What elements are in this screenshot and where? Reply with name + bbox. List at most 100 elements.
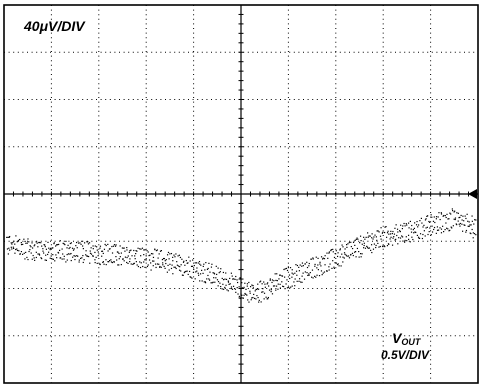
trace-point: [8, 247, 10, 249]
trace-point: [210, 282, 212, 284]
trace-point: [200, 264, 202, 266]
trace-point: [236, 281, 239, 284]
trace-point: [178, 269, 181, 271]
trace-point: [144, 249, 146, 251]
trace-point: [126, 249, 128, 251]
trace-point: [133, 262, 135, 264]
trace-point: [354, 244, 356, 246]
trace-point: [201, 280, 203, 282]
trace-point: [227, 281, 230, 283]
trace-point: [427, 215, 429, 217]
trace-point: [281, 285, 284, 287]
trace-point: [253, 297, 256, 300]
trace-point: [51, 247, 53, 249]
trace-point: [49, 249, 51, 251]
trace-point: [459, 216, 461, 218]
trace-point: [413, 227, 415, 229]
trace-point: [432, 220, 435, 222]
trace-point: [271, 281, 273, 284]
trace-point: [256, 288, 258, 291]
trace-point: [334, 262, 336, 264]
trace-point: [367, 247, 369, 249]
trace-point: [209, 271, 211, 273]
trace-point: [356, 237, 358, 239]
trace-point: [357, 238, 359, 240]
trace-point: [139, 261, 141, 263]
trace-point: [458, 217, 460, 219]
trace-point: [440, 212, 442, 214]
trace-point: [355, 238, 357, 240]
trace-point: [44, 246, 46, 248]
trace-point: [96, 262, 98, 264]
trace-point: [388, 243, 390, 245]
trace-point: [23, 252, 25, 254]
trace-point: [140, 248, 142, 250]
trace-point: [419, 220, 421, 222]
trace-point: [447, 228, 449, 230]
trace-point: [37, 253, 39, 255]
trace-point: [475, 219, 477, 221]
trace-point: [281, 281, 283, 283]
trace-point: [109, 260, 111, 262]
trace-point: [40, 242, 42, 244]
trace-point: [152, 256, 155, 259]
trace-point: [279, 274, 281, 276]
trace-point: [192, 271, 194, 274]
trace-point: [43, 244, 45, 246]
trace-point: [194, 262, 196, 264]
trace-point: [294, 285, 296, 287]
trace-point: [143, 261, 145, 263]
trace-point: [202, 265, 204, 268]
trace-point: [283, 285, 285, 288]
trace-point: [427, 233, 429, 236]
trace-point: [380, 238, 382, 240]
trace-point: [95, 256, 97, 258]
trace-point: [339, 248, 342, 250]
trace-point: [176, 264, 178, 266]
trace-point: [375, 236, 377, 238]
trace-point: [298, 280, 300, 282]
trace-point: [273, 280, 275, 282]
trace-point: [437, 216, 439, 218]
trace-point: [465, 217, 467, 220]
trace-point: [128, 251, 130, 253]
trace-point: [361, 253, 363, 255]
trace-point: [77, 255, 79, 257]
trace-point: [192, 259, 194, 261]
trace-point: [86, 255, 88, 257]
trace-point: [257, 288, 260, 290]
trace-point: [372, 238, 374, 240]
trace-point: [336, 255, 339, 258]
trace-point: [63, 255, 65, 257]
trace-point: [339, 249, 341, 251]
trace-point: [22, 253, 24, 255]
trace-point: [269, 278, 271, 280]
trace-point: [294, 272, 296, 274]
trace-point: [121, 247, 124, 249]
trace-point: [267, 296, 269, 299]
trace-point: [152, 265, 154, 267]
trace-point: [370, 244, 373, 246]
trace-point: [221, 277, 223, 280]
trace-point: [390, 236, 392, 238]
trace-point: [129, 250, 131, 252]
trace-point: [261, 291, 263, 293]
trace-point: [367, 232, 369, 234]
trace-point: [374, 234, 376, 236]
trace-point: [241, 287, 244, 289]
trace-point: [250, 299, 252, 301]
trace-point: [234, 278, 236, 280]
trace-point: [275, 285, 278, 287]
trace-point: [33, 245, 35, 247]
trace-point: [173, 266, 175, 268]
trace-point: [302, 265, 304, 267]
trace-point: [268, 285, 270, 287]
trace-point: [14, 243, 16, 245]
trace-point: [10, 242, 12, 244]
trace-point: [198, 274, 200, 276]
trace-point: [139, 248, 141, 250]
trace-point: [23, 238, 25, 240]
trace-point: [77, 242, 80, 244]
trace-point: [285, 267, 288, 270]
